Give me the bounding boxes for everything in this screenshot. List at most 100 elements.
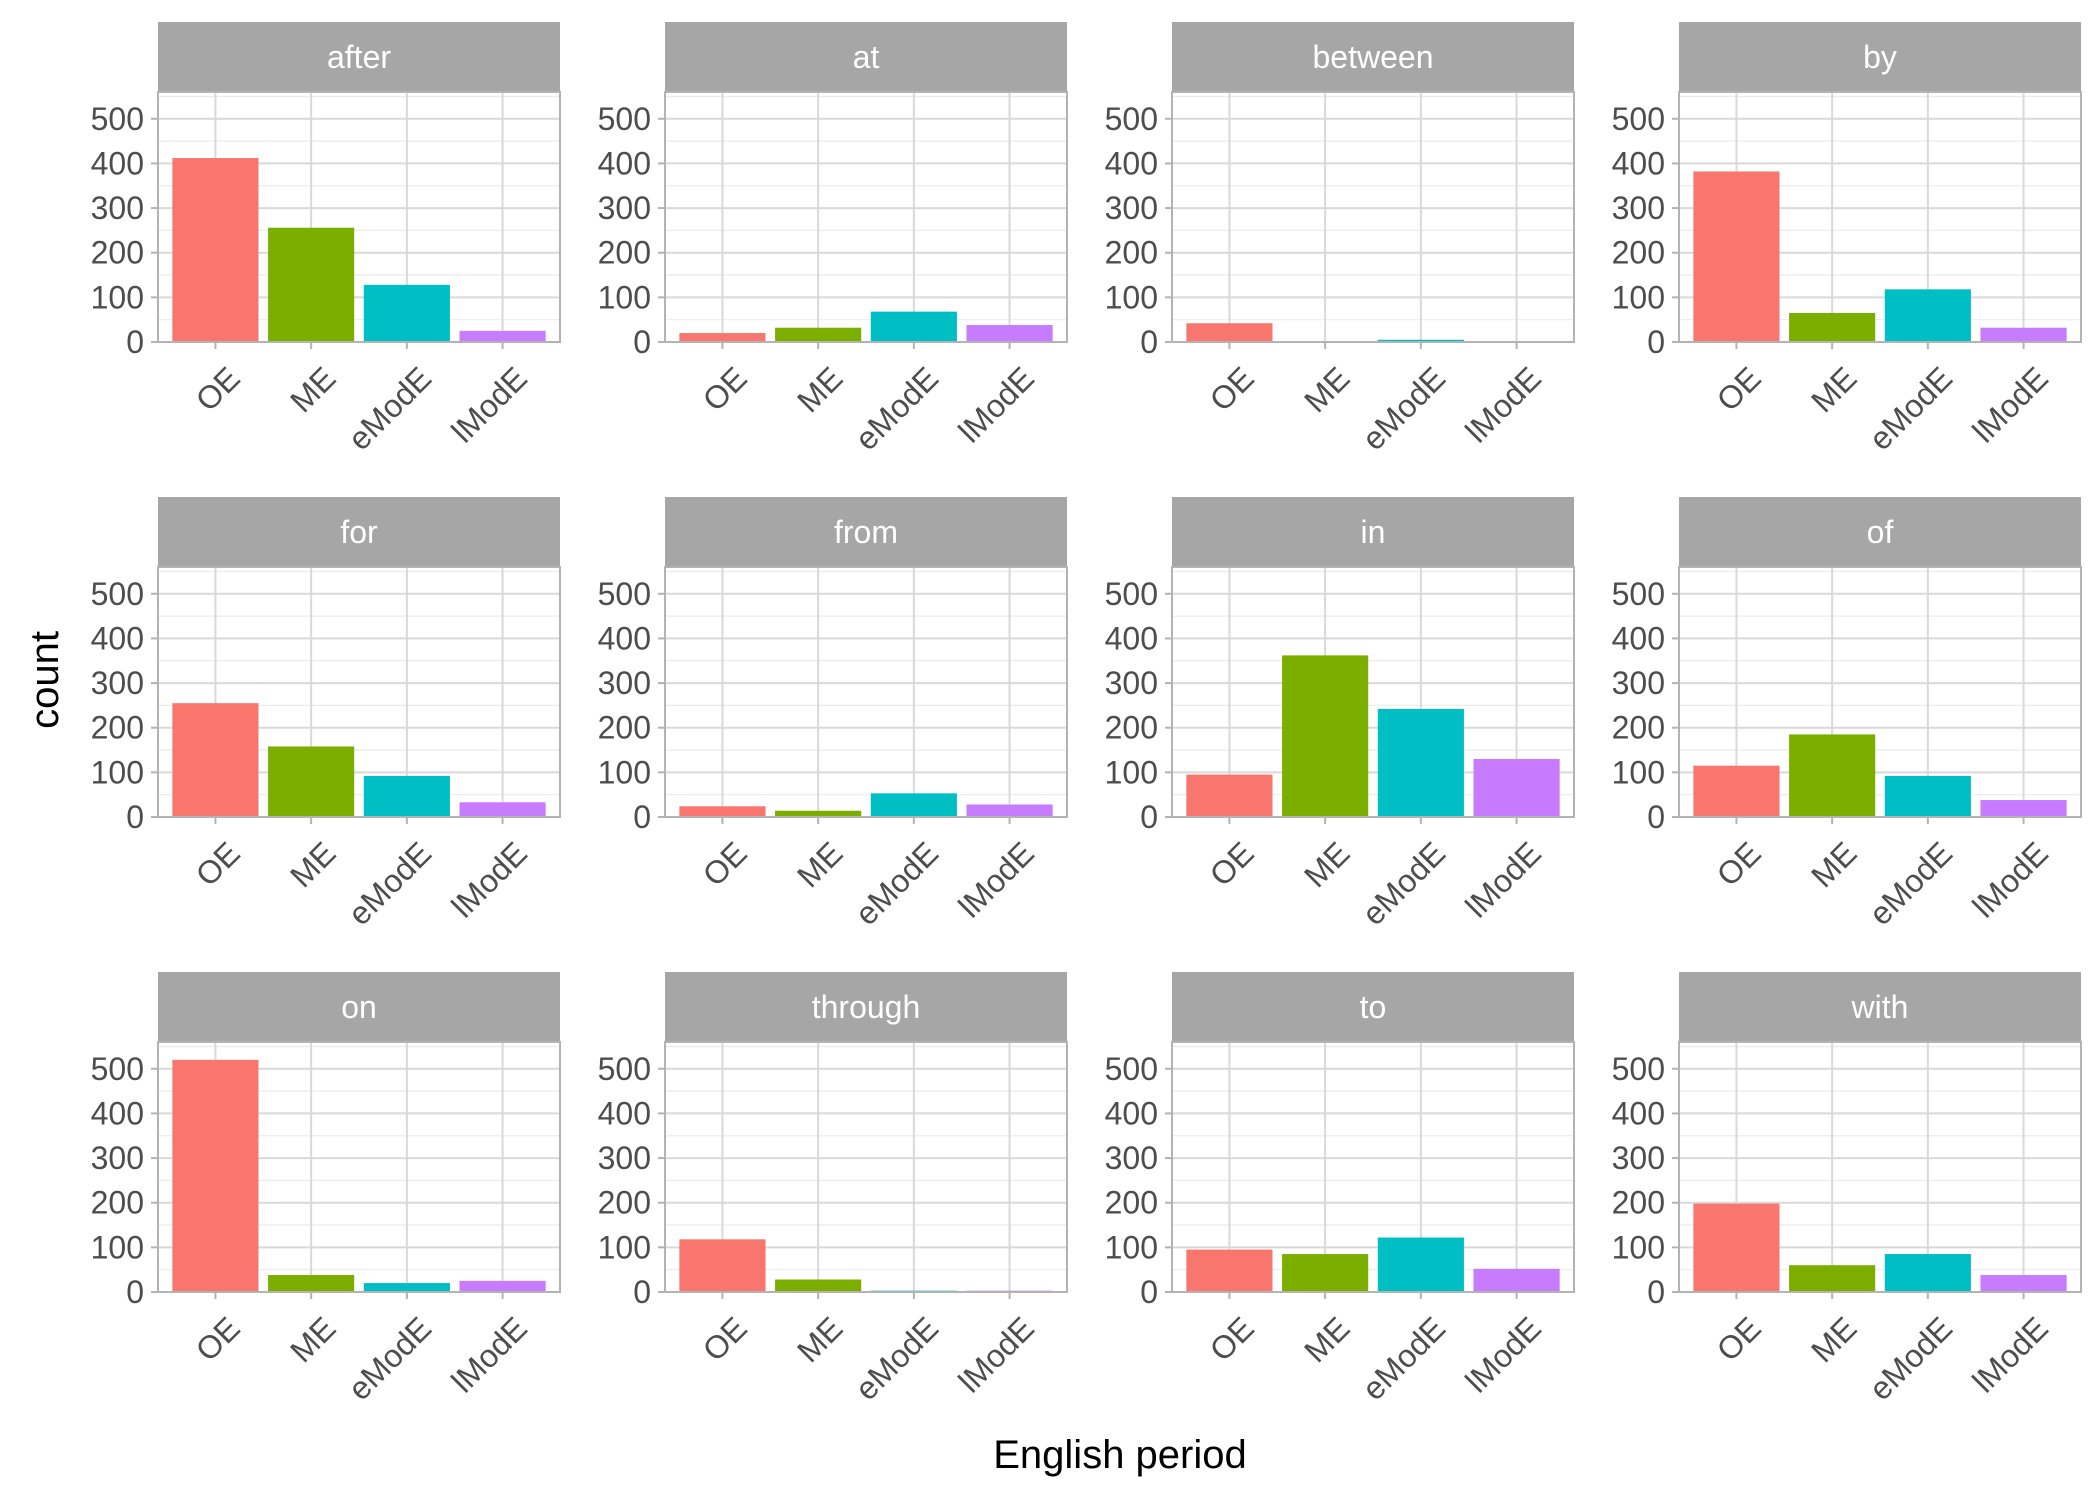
x-tick-label: OE [696, 835, 754, 893]
y-tick-label: 400 [1612, 620, 1665, 656]
y-tick-label: 100 [91, 1229, 144, 1265]
facet-title: through [812, 989, 921, 1025]
facet-strip [665, 22, 1067, 92]
bar-from-OE [679, 806, 766, 817]
y-tick-label: 500 [91, 576, 144, 612]
bar-after-ME [268, 227, 355, 342]
x-tick-label: lModE [1458, 360, 1548, 450]
y-tick-label: 500 [91, 1051, 144, 1087]
y-tick-label: 300 [91, 190, 144, 226]
y-tick-label: 100 [1612, 754, 1665, 790]
facet-title: of [1867, 514, 1894, 550]
y-tick-label: 100 [1612, 279, 1665, 315]
y-tick-label: 200 [91, 710, 144, 746]
x-tick-label: OE [1203, 835, 1261, 893]
x-tick-label: ME [283, 360, 342, 419]
bar-on-ME [268, 1275, 355, 1292]
x-tick-label: eModE [848, 1310, 945, 1407]
x-tick-label: eModE [1355, 835, 1452, 932]
y-tick-label: 300 [91, 1140, 144, 1176]
panel-border [157, 91, 561, 343]
x-tick-label: OE [189, 360, 247, 418]
bar-for-lModE [459, 802, 546, 817]
bar-to-eModE [1377, 1237, 1464, 1292]
bar-by-ME [1789, 312, 1876, 342]
x-tick-label: ME [283, 835, 342, 894]
x-tick-label: eModE [341, 835, 438, 932]
y-tick-label: 0 [126, 1274, 144, 1310]
y-tick-label: 300 [598, 1140, 651, 1176]
panel-border [1171, 566, 1575, 818]
y-tick-label: 300 [1105, 1140, 1158, 1176]
facet-title: by [1863, 39, 1897, 75]
bar-of-OE [1693, 765, 1780, 817]
y-tick-label: 500 [1612, 576, 1665, 612]
x-tick-label: ME [790, 1310, 849, 1369]
x-tick-label: ME [1804, 835, 1863, 894]
panel-border [157, 566, 561, 818]
y-tick-label: 0 [126, 324, 144, 360]
x-tick-label: lModE [1458, 835, 1548, 925]
y-tick-label: 200 [91, 1185, 144, 1221]
y-tick-label: 500 [1105, 1051, 1158, 1087]
y-tick-label: 300 [1612, 665, 1665, 701]
facet-title: with [1851, 989, 1909, 1025]
bar-at-ME [775, 327, 862, 342]
bar-with-eModE [1884, 1254, 1971, 1292]
y-tick-label: 100 [1612, 1229, 1665, 1265]
y-tick-label: 500 [598, 576, 651, 612]
y-tick-label: 200 [598, 710, 651, 746]
x-tick-label: eModE [1355, 360, 1452, 457]
bar-after-lModE [459, 330, 546, 342]
y-tick-label: 0 [1140, 1274, 1158, 1310]
y-tick-label: 300 [1612, 1140, 1665, 1176]
x-tick-label: lModE [1965, 835, 2055, 925]
y-tick-label: 100 [1105, 754, 1158, 790]
y-tick-label: 400 [91, 620, 144, 656]
bar-on-OE [172, 1059, 259, 1292]
bar-to-OE [1186, 1249, 1273, 1292]
x-tick-label: eModE [1862, 360, 1959, 457]
x-tick-label: lModE [1965, 360, 2055, 450]
y-tick-label: 100 [598, 279, 651, 315]
y-tick-label: 0 [1647, 1274, 1665, 1310]
y-tick-label: 400 [1105, 1095, 1158, 1131]
y-axis-title: count [23, 631, 67, 729]
y-tick-label: 0 [1647, 799, 1665, 835]
x-tick-label: lModE [444, 835, 534, 925]
x-tick-label: eModE [341, 360, 438, 457]
bar-at-OE [679, 333, 766, 342]
bar-in-eModE [1377, 708, 1464, 817]
facet-strip [1679, 497, 2081, 567]
y-tick-label: 200 [1612, 1185, 1665, 1221]
y-tick-label: 0 [1647, 324, 1665, 360]
bar-of-ME [1789, 734, 1876, 817]
bar-to-ME [1282, 1254, 1369, 1292]
y-tick-label: 500 [598, 101, 651, 137]
x-tick-label: eModE [341, 1310, 438, 1407]
facet-title: for [340, 514, 378, 550]
y-tick-label: 300 [1612, 190, 1665, 226]
x-tick-label: lModE [444, 360, 534, 450]
y-tick-label: 400 [598, 1095, 651, 1131]
facet-strip [1679, 972, 2081, 1042]
x-tick-label: ME [1297, 360, 1356, 419]
panel-background [665, 567, 1067, 817]
x-tick-label: lModE [951, 835, 1041, 925]
bar-at-eModE [870, 311, 957, 342]
x-tick-label: OE [696, 360, 754, 418]
y-tick-label: 0 [1140, 324, 1158, 360]
bar-for-OE [172, 703, 259, 817]
y-tick-label: 400 [91, 145, 144, 181]
bar-with-OE [1693, 1203, 1780, 1292]
y-tick-label: 0 [633, 799, 651, 835]
x-tick-label: lModE [951, 360, 1041, 450]
x-tick-label: OE [189, 1310, 247, 1368]
facet-title: after [327, 39, 391, 75]
